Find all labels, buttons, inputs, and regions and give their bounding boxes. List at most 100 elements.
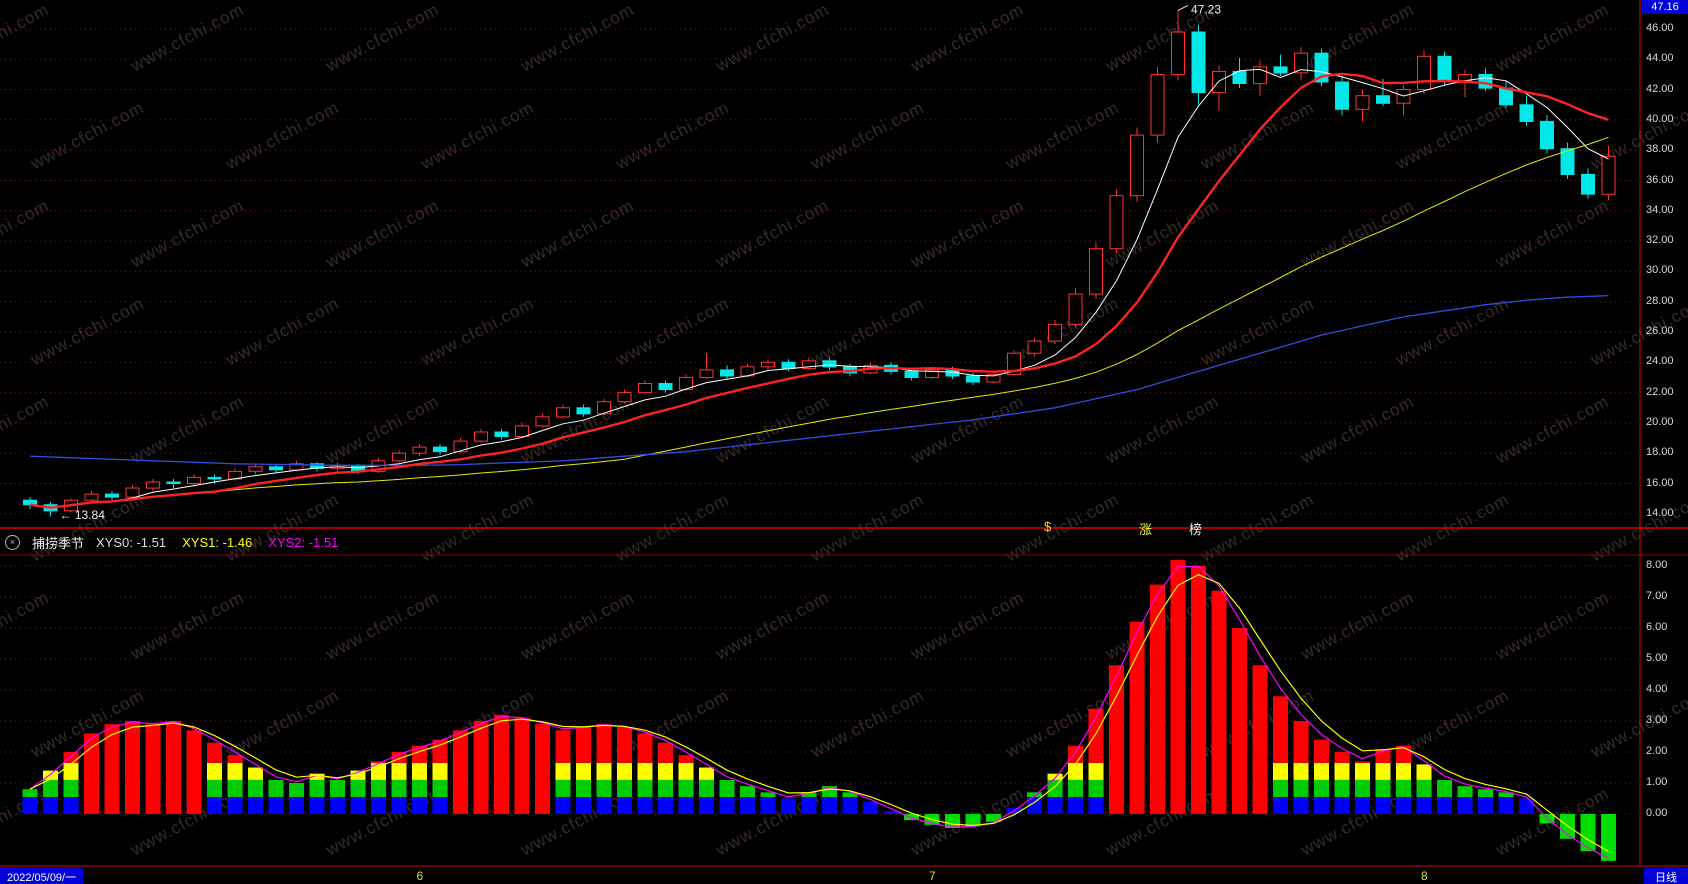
indicator-bar-segment: [1437, 779, 1452, 797]
indicator-bar-segment: [760, 792, 776, 797]
candle-up: [125, 487, 140, 498]
candle-up: [392, 452, 406, 462]
indicator-bar-segment: [1498, 792, 1514, 797]
indicator-bar-segment: [227, 755, 243, 763]
price-tick-label: 46.00: [1646, 22, 1674, 34]
candle-down: [904, 370, 919, 378]
indicator-bar-segment: [760, 797, 776, 814]
candle-up: [515, 425, 529, 437]
indicator-bar-segment: [1088, 762, 1104, 780]
indicator-bar-segment: [1027, 797, 1042, 814]
candle-down: [105, 493, 119, 498]
indicator-bar-segment: [740, 786, 755, 797]
indicator-bar-segment: [268, 779, 284, 797]
indicator-bar-segment: [1396, 779, 1411, 797]
candle-down: [1519, 104, 1534, 123]
indicator-bar-strong: [166, 721, 181, 814]
high-annotation-line: [1177, 4, 1189, 11]
indicator-bar-negative: [986, 814, 1001, 822]
indicator-bar-segment: [1478, 797, 1493, 814]
value-tick-label: 4.00: [1646, 683, 1668, 695]
indicator-bar-segment: [596, 779, 612, 797]
price-tick-label: 44.00: [1646, 52, 1674, 65]
candle-up: [802, 360, 816, 369]
indicator-bar-strong: [1252, 665, 1268, 814]
candle-up: [556, 407, 570, 418]
indicator-bar-segment: [1273, 797, 1288, 814]
indicator-bar-segment: [1478, 789, 1493, 797]
indicator-bar-segment: [576, 779, 591, 797]
indicator-bar-segment: [227, 779, 243, 797]
indicator-bar-segment: [1355, 761, 1370, 763]
indicator-bar-segment: [555, 762, 571, 780]
indicator-bar-segment: [289, 797, 304, 814]
candle-down: [720, 369, 734, 377]
indicator-bar-segment: [1334, 752, 1350, 763]
candle-up: [1048, 323, 1062, 342]
price-tick-label: 30.00: [1646, 264, 1674, 277]
indicator-bar-segment: [1088, 779, 1104, 797]
indicator-bar-segment: [1273, 779, 1288, 797]
indicator-bar-segment: [1416, 764, 1432, 780]
candle-up: [638, 383, 652, 394]
indicator-bar-segment: [248, 767, 263, 780]
indicator-bar-segment: [596, 724, 612, 763]
indicator-bar-segment: [63, 797, 79, 814]
candle-down: [1273, 66, 1288, 74]
indicator-bar-segment: [1457, 797, 1473, 814]
xys1-line: [29, 574, 1609, 852]
indicator-bar-segment: [842, 797, 858, 814]
price-tick-label: 22.00: [1646, 385, 1674, 398]
indicator-bar-segment: [227, 797, 243, 814]
value-tick-label: 8.00: [1646, 559, 1668, 571]
indicator-bar-segment: [740, 797, 755, 814]
candle-up: [1089, 248, 1103, 295]
indicator-bar-segment: [432, 739, 448, 763]
candle-up: [597, 401, 611, 415]
indicator-bar-segment: [1375, 762, 1391, 780]
indicator-bar-segment: [1047, 773, 1063, 780]
period-selector[interactable]: 日线: [1644, 868, 1688, 884]
indicator-bar-segment: [678, 755, 694, 763]
candle-up: [1294, 52, 1308, 74]
indicator-bar-segment: [637, 797, 653, 814]
indicator-bar-segment: [22, 797, 38, 814]
indicator-bar-segment: [719, 797, 735, 814]
price-tick-label: 26.00: [1646, 325, 1674, 337]
indicator-bar-segment: [207, 742, 222, 763]
candle-up: [146, 481, 160, 489]
indicator-bar-segment: [63, 752, 79, 763]
candle-up: [1109, 195, 1124, 250]
indicator-bar-strong: [453, 730, 468, 814]
indicator-bar-segment: [1314, 762, 1329, 780]
ticker-item: 榜: [1188, 519, 1204, 538]
indicator-bar-segment: [1068, 779, 1083, 797]
candle-down: [1581, 173, 1595, 195]
indicator-bar-segment: [309, 773, 325, 780]
month-tick-label: 7: [929, 869, 936, 883]
indicator-bar-segment: [1273, 762, 1288, 780]
collapse-panel-icon[interactable]: ×: [5, 534, 20, 550]
candle-up: [761, 361, 775, 368]
indicator-bar-segment: [1088, 708, 1104, 763]
indicator-bar-segment: [1355, 797, 1370, 814]
price-tick-label: 36.00: [1646, 173, 1674, 186]
ticker-item: 涨: [1138, 519, 1154, 538]
candle-down: [23, 499, 37, 506]
indicator-bar-segment: [1519, 798, 1534, 814]
indicator-bar-segment: [432, 779, 448, 797]
month-tick-label: 6: [416, 869, 424, 883]
month-tick-label: 8: [1421, 869, 1428, 883]
indicator-bar-strong: [1232, 628, 1247, 814]
ma-mid: [29, 136, 1609, 509]
indicator-bar-segment: [1293, 779, 1309, 797]
indicator-bar-strong: [186, 730, 202, 814]
indicator-bar-segment: [1027, 792, 1042, 797]
indicator-bar-segment: [1396, 762, 1411, 780]
indicator-bar-segment: [1293, 762, 1309, 780]
indicator-name[interactable]: 捕捞季节: [32, 535, 85, 551]
price-tick-label: 16.00: [1646, 476, 1674, 489]
date-label: 2022/05/09/一: [0, 868, 84, 884]
